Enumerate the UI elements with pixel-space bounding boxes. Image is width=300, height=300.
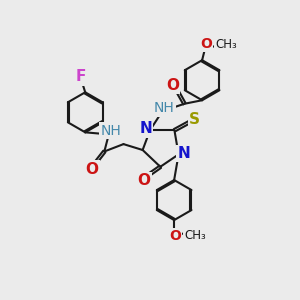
Text: N: N [139, 121, 152, 136]
Text: NH: NH [100, 124, 121, 138]
Text: F: F [76, 69, 86, 84]
Text: O: O [166, 78, 179, 93]
Text: O: O [138, 173, 151, 188]
Text: O: O [85, 162, 98, 177]
Text: S: S [189, 112, 200, 128]
Text: NH: NH [154, 101, 174, 115]
Text: N: N [178, 146, 190, 161]
Text: O: O [169, 229, 181, 243]
Text: CH₃: CH₃ [185, 229, 206, 242]
Text: CH₃: CH₃ [216, 38, 237, 51]
Text: O: O [200, 37, 212, 51]
